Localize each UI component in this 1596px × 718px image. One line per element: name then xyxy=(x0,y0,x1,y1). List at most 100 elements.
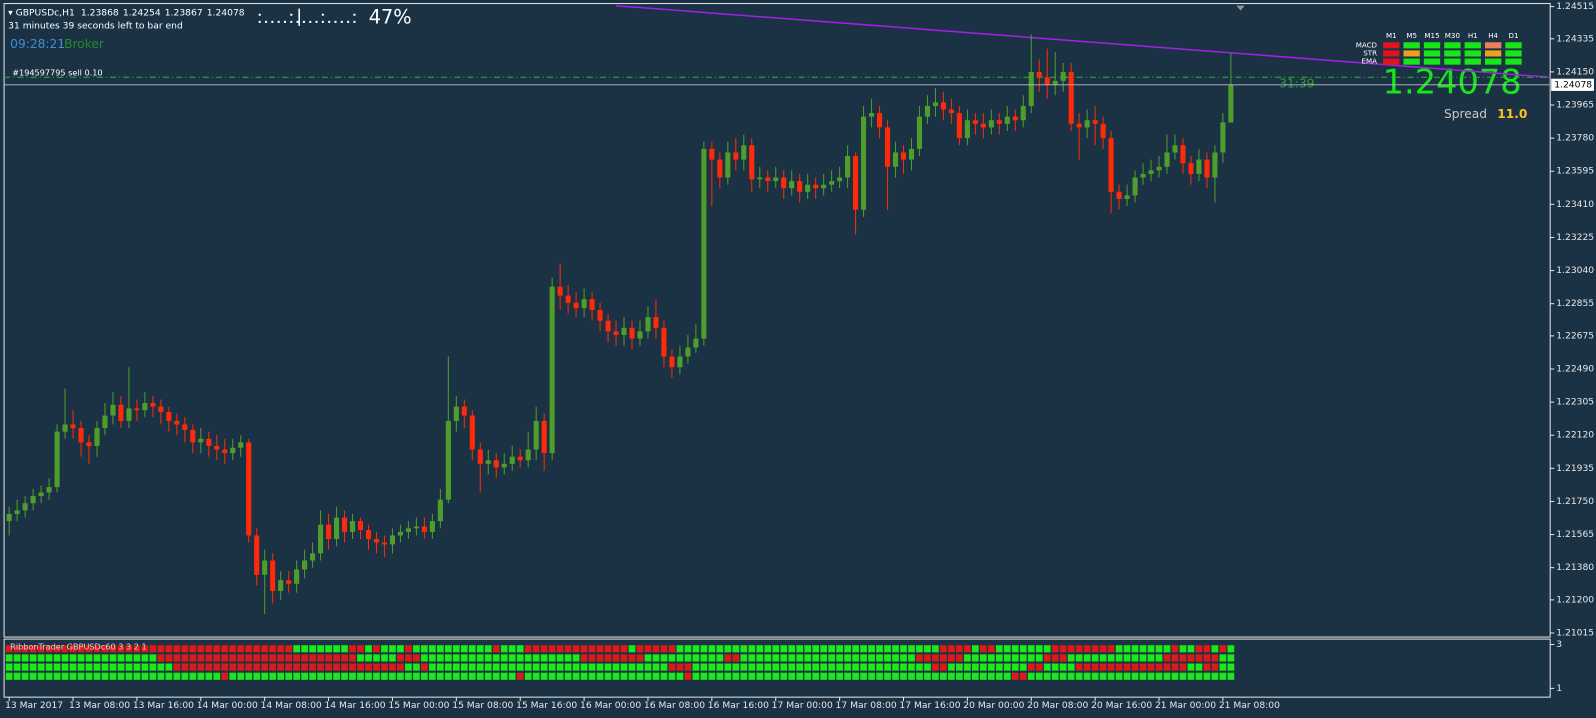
ribbon-cell xyxy=(636,645,644,653)
ribbon-cell xyxy=(301,663,308,671)
ribbon-cell xyxy=(173,672,181,680)
progress-graphic xyxy=(258,8,356,26)
ribbon-cell xyxy=(772,654,780,662)
ribbon-cell xyxy=(317,672,324,680)
mtf-cell xyxy=(1505,50,1522,57)
candle-body xyxy=(813,184,819,189)
countdown: 31:39 xyxy=(1279,77,1314,91)
mtf-column: H4 xyxy=(1488,31,1498,40)
ribbon-cell xyxy=(357,663,364,671)
ribbon-cell xyxy=(213,645,221,653)
ribbon-cell xyxy=(852,663,859,671)
candle-body xyxy=(805,184,811,192)
candle-body xyxy=(421,526,427,532)
x-tick-label: 16 Mar 16:00 xyxy=(708,700,769,711)
ribbon-cell xyxy=(828,645,835,653)
ribbon-cell xyxy=(564,645,572,653)
ribbon-cell xyxy=(1011,645,1019,653)
ribbon-cell xyxy=(644,672,652,680)
ribbon-cell xyxy=(668,672,676,680)
ribbon-cell xyxy=(572,645,580,653)
ribbon-cell xyxy=(253,672,261,680)
ribbon-cell xyxy=(460,645,468,653)
progress-dot xyxy=(265,20,268,23)
candle-body xyxy=(669,356,675,368)
mtf-cell xyxy=(1484,42,1502,49)
ribbon-cell xyxy=(1211,654,1219,662)
ribbon-cell xyxy=(532,672,540,680)
ribbon-cell xyxy=(676,672,684,680)
ribbon-cell xyxy=(588,663,596,671)
ribbon-cell xyxy=(373,672,380,680)
ribbon-cell xyxy=(117,672,125,680)
ribbon-cell xyxy=(45,645,53,653)
ribbon-cell xyxy=(1147,654,1155,662)
ribbon-cell xyxy=(1195,672,1203,680)
ribbon-cell xyxy=(1203,645,1211,653)
ribbon-cell xyxy=(820,663,828,671)
candle-body xyxy=(821,184,827,189)
ribbon-cell xyxy=(620,672,628,680)
candle-body xyxy=(318,524,324,554)
ribbon-cell xyxy=(333,663,340,671)
ribbon-cell xyxy=(1155,663,1163,671)
ribbon-cell xyxy=(460,654,468,662)
mtf-cell xyxy=(1444,42,1461,49)
candle-body xyxy=(1132,177,1138,196)
candle-body xyxy=(102,415,108,429)
ribbon-cell xyxy=(1163,654,1171,662)
ribbon-cell xyxy=(325,645,332,653)
ribbon-cell xyxy=(636,654,644,662)
candle-body xyxy=(142,403,148,411)
x-tick-label: 20 Mar 08:00 xyxy=(1027,700,1088,711)
ribbon-cell xyxy=(940,654,947,662)
ribbon-cell xyxy=(1107,645,1115,653)
x-tick-label: 14 Mar 16:00 xyxy=(324,700,385,711)
y-tick-label: 1.23040 xyxy=(1556,265,1594,276)
ribbon-cell xyxy=(748,663,756,671)
candle-body xyxy=(517,456,523,461)
ribbon-cell xyxy=(548,645,556,653)
ribbon-cell xyxy=(277,645,285,653)
ribbon-cell xyxy=(357,645,364,653)
candle-body xyxy=(581,299,587,309)
ribbon-cell xyxy=(1083,672,1091,680)
ribbon-cell xyxy=(1051,645,1059,653)
ribbon-cell xyxy=(325,663,332,671)
ribbon-cell xyxy=(173,645,181,653)
ribbon-cell xyxy=(125,672,133,680)
candle-body xyxy=(150,403,156,407)
ribbon-cell xyxy=(357,654,364,662)
candle-body xyxy=(445,420,451,500)
ribbon-cell xyxy=(724,645,732,653)
ribbon-cell xyxy=(572,672,580,680)
ribbon-cell xyxy=(77,654,85,662)
candle-body xyxy=(884,127,891,167)
ribbon-cell xyxy=(548,663,556,671)
ribbon-cell xyxy=(788,654,796,662)
ribbon-cell xyxy=(333,645,340,653)
candle-body xyxy=(62,424,68,432)
x-tick-label: 20 Mar 16:00 xyxy=(1091,700,1152,711)
ribbon-cell xyxy=(684,654,692,662)
candle-body xyxy=(717,159,723,178)
ribbon-cell xyxy=(516,663,524,671)
x-tick-label: 20 Mar 00:00 xyxy=(963,700,1024,711)
ribbon-cell xyxy=(452,654,460,662)
candle-body xyxy=(1012,116,1018,121)
ribbon-cell xyxy=(532,645,540,653)
ribbon-cell xyxy=(5,654,13,662)
ribbon-cell xyxy=(1035,654,1043,662)
ribbon-cell xyxy=(221,663,229,671)
mtf-cell xyxy=(1484,58,1502,65)
candle-body xyxy=(1172,145,1178,153)
ribbon-cell xyxy=(596,663,604,671)
ribbon-cell xyxy=(668,645,676,653)
candle-body xyxy=(501,463,507,468)
x-tick-label: 21 Mar 00:00 xyxy=(1155,700,1216,711)
candle-body xyxy=(900,152,907,160)
ribbon-cell xyxy=(636,672,644,680)
candle-body xyxy=(166,411,172,421)
candle-body xyxy=(725,152,731,178)
candle-body xyxy=(310,553,316,561)
